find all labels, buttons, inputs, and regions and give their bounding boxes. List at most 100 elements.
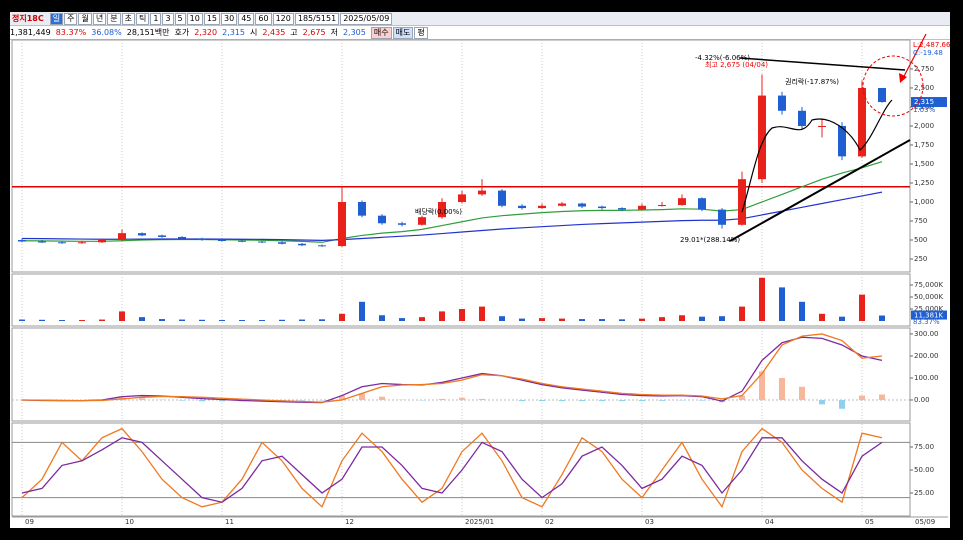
histogram-bar xyxy=(179,399,185,401)
x-tick-label: 12 xyxy=(345,518,354,526)
minute-button[interactable]: 15 xyxy=(203,12,221,25)
period-button[interactable]: 틱 xyxy=(135,12,150,25)
candle-body xyxy=(778,95,786,111)
y-tick-label: 1,750 xyxy=(914,141,934,149)
last-price-box xyxy=(911,97,947,108)
minute-button[interactable]: 10 xyxy=(186,12,203,25)
period-button[interactable]: 년 xyxy=(92,12,107,25)
candle-body xyxy=(658,205,666,207)
period-button[interactable]: 월 xyxy=(78,12,92,25)
volume-bar xyxy=(499,316,505,321)
volume-bar xyxy=(519,318,525,321)
candle-body xyxy=(338,201,346,247)
volume-bar xyxy=(559,318,565,321)
info-item: 2,435 xyxy=(262,28,286,37)
histogram-bar xyxy=(599,399,605,402)
candle-body xyxy=(318,245,326,247)
candle-body xyxy=(98,239,106,243)
candle-body xyxy=(158,235,166,237)
histogram-bar xyxy=(799,386,805,400)
candle-body xyxy=(858,87,866,157)
trend-line xyxy=(739,57,906,71)
annotation: 권리락(-17.87%) xyxy=(785,77,839,86)
info-item: 2,675 xyxy=(302,28,326,37)
volume-bar xyxy=(159,319,165,321)
minute-button[interactable]: 3 xyxy=(162,12,174,25)
order-button[interactable]: 평 xyxy=(414,26,428,39)
candle-body xyxy=(638,205,646,210)
volume-bar xyxy=(859,294,865,321)
histogram-bar xyxy=(879,394,885,400)
histogram-bar xyxy=(359,393,365,400)
info-item: 저 xyxy=(330,28,338,37)
period-button[interactable]: 초 xyxy=(121,12,135,25)
volume-bar xyxy=(659,317,665,321)
candle-body xyxy=(498,190,506,206)
indicator-line xyxy=(21,437,883,503)
macd-panel xyxy=(11,327,911,422)
period-button[interactable]: 분 xyxy=(107,12,121,25)
minute-button[interactable]: 120 xyxy=(272,12,294,25)
info-item: 1,381,449 xyxy=(10,28,51,37)
y-tick-label: 50,000K xyxy=(914,293,943,301)
histogram-bar xyxy=(199,399,205,402)
volume-bar xyxy=(699,316,705,321)
last-volume-box xyxy=(911,310,947,320)
minute-button[interactable]: 5 xyxy=(174,12,186,25)
y-tick-label: 250 xyxy=(914,255,927,263)
chart: 05/09 83.37% 09 10 11 12 2025/01 02 03 04 05 2,75… xyxy=(11,33,950,526)
y-tick-label: 300.00 xyxy=(914,330,939,338)
volume-bar xyxy=(39,319,45,321)
y-tick-label: 100.00 xyxy=(914,374,939,382)
candle-body xyxy=(878,87,886,103)
minute-button[interactable]: 45 xyxy=(238,12,255,25)
annotation: 배당락(0.00%) xyxy=(415,207,462,216)
y-tick-label: 50.00 xyxy=(914,466,934,474)
histogram-bar xyxy=(439,398,445,400)
volume-bar xyxy=(259,320,265,321)
candle-body xyxy=(298,243,306,246)
candle-body xyxy=(78,242,86,244)
candle-body xyxy=(458,194,466,202)
volume-bar xyxy=(299,319,305,321)
x-tick-label: 05 xyxy=(865,518,874,526)
volume-bar xyxy=(239,320,245,321)
volume-bar xyxy=(539,318,545,321)
info-item: 시 xyxy=(250,28,258,37)
count-field[interactable]: 185/5151 xyxy=(294,12,340,25)
candle-body xyxy=(518,205,526,209)
volume-bar xyxy=(439,311,445,321)
minute-button[interactable]: 30 xyxy=(221,12,238,25)
stoch-panel xyxy=(11,422,911,517)
period-button[interactable]: 일 xyxy=(49,12,64,25)
minute-button[interactable]: 1 xyxy=(150,12,162,25)
volume-bar xyxy=(179,319,185,321)
volume-bar xyxy=(79,320,85,321)
volume-bar xyxy=(219,320,225,321)
candle-body xyxy=(358,201,366,216)
volume-bar xyxy=(679,315,685,321)
candle-body xyxy=(538,205,546,209)
info-item: 2,320 xyxy=(194,28,218,37)
date-field[interactable]: 2025/05/09 xyxy=(340,12,393,25)
info-item: 2,315 xyxy=(222,28,246,37)
histogram-bar xyxy=(219,399,225,402)
y-tick-label: 750 xyxy=(914,217,927,225)
minute-button[interactable]: 60 xyxy=(255,12,272,25)
volume-bar xyxy=(759,277,765,321)
volume-bar xyxy=(619,319,625,321)
order-button[interactable]: 매도 xyxy=(392,26,414,39)
volume-bar xyxy=(819,313,825,321)
volume-bar xyxy=(359,301,365,321)
volume-bar xyxy=(399,318,405,321)
indicator-line xyxy=(21,336,883,404)
stock-code[interactable]: 정지18C xyxy=(12,14,44,23)
volume-bar xyxy=(139,317,145,321)
period-button[interactable]: 주 xyxy=(64,12,78,25)
volume-bar xyxy=(639,318,645,321)
candle-body xyxy=(218,239,226,241)
order-button[interactable]: 매수 xyxy=(370,26,392,39)
candle-body xyxy=(578,203,586,207)
candle-body xyxy=(378,215,386,224)
histogram-bar xyxy=(379,396,385,400)
